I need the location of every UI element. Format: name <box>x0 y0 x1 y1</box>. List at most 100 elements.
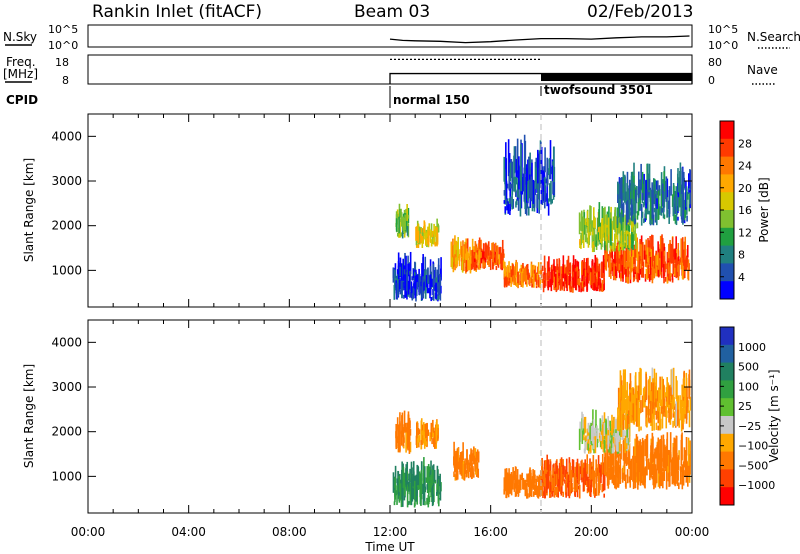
data-cell <box>523 167 526 200</box>
data-cell <box>427 241 430 246</box>
beam-title: Beam 03 <box>354 2 430 22</box>
data-cell <box>654 386 657 406</box>
data-cell <box>415 474 418 485</box>
data-cell <box>629 256 632 280</box>
data-cell <box>537 167 539 200</box>
data-cell <box>403 410 406 432</box>
data-cell <box>458 457 460 470</box>
data-cell <box>661 399 663 413</box>
data-cell <box>487 249 490 263</box>
data-cell <box>643 476 646 488</box>
data-cell <box>408 417 411 429</box>
data-cell <box>530 264 533 277</box>
data-cell <box>459 249 461 254</box>
data-cell <box>466 449 468 469</box>
data-cell <box>610 446 613 468</box>
data-cell <box>548 183 551 202</box>
data-cell <box>517 279 520 286</box>
data-cell <box>603 273 605 283</box>
data-cell <box>625 430 627 436</box>
data-cell <box>505 494 508 499</box>
data-cell <box>657 473 660 487</box>
data-cell <box>623 414 626 421</box>
data-cell <box>473 258 476 263</box>
data-cell <box>642 184 645 194</box>
data-cell <box>589 272 592 286</box>
data-cell <box>677 403 679 425</box>
data-cell <box>460 466 463 476</box>
date-title: 02/Feb/2013 <box>587 2 693 22</box>
data-cell <box>406 479 409 490</box>
data-cell <box>546 180 549 185</box>
data-cell <box>565 266 568 283</box>
data-cell <box>641 457 643 475</box>
data-cell <box>505 199 507 204</box>
data-cell <box>539 470 542 488</box>
data-cell <box>416 430 419 448</box>
data-cell <box>435 282 437 300</box>
data-cell <box>672 420 674 428</box>
data-cell <box>610 432 612 438</box>
data-cell <box>598 271 600 286</box>
data-cell <box>392 268 395 283</box>
data-cell <box>401 461 403 482</box>
data-cell <box>477 243 480 255</box>
data-cell <box>451 245 454 260</box>
data-cell <box>686 215 688 222</box>
data-cell <box>552 146 555 183</box>
data-cell <box>426 430 428 448</box>
data-cell <box>429 432 431 442</box>
data-cell <box>680 187 683 210</box>
data-cell <box>545 473 547 478</box>
data-cell <box>592 468 594 488</box>
cpid-mode-twofsound: twofsound 3501 <box>544 83 653 97</box>
data-cell <box>584 218 587 225</box>
data-cell <box>516 138 519 171</box>
data-cell <box>562 270 564 278</box>
data-cell <box>424 501 426 506</box>
data-cell <box>622 256 624 262</box>
data-cell <box>634 244 636 256</box>
data-cell <box>465 260 468 273</box>
data-cell <box>585 473 588 481</box>
data-cell <box>498 254 501 265</box>
data-cell <box>426 484 428 490</box>
data-cell <box>539 487 541 497</box>
data-cell <box>423 466 426 488</box>
data-cell <box>425 424 428 432</box>
data-cell <box>686 257 689 263</box>
data-cell <box>660 471 662 484</box>
data-cell <box>613 451 615 472</box>
data-cell <box>620 272 622 282</box>
data-cell <box>634 218 637 224</box>
data-cell <box>431 487 433 496</box>
power-axes: 1000 2000 3000 4000 <box>51 114 693 307</box>
data-cell <box>638 441 641 468</box>
data-cell <box>551 198 553 204</box>
data-cell <box>649 197 652 220</box>
data-cell <box>489 259 492 271</box>
data-cell <box>428 230 430 242</box>
data-cell <box>515 158 518 174</box>
data-cell <box>610 270 612 275</box>
data-cell <box>615 436 618 445</box>
data-cell <box>631 215 634 222</box>
data-cell <box>424 284 427 299</box>
data-cell <box>549 481 552 493</box>
data-cell <box>655 447 657 459</box>
data-cell <box>423 438 426 449</box>
colorbar-swatch <box>720 192 734 211</box>
data-cell <box>670 273 672 277</box>
data-cell <box>676 457 679 485</box>
data-cell <box>589 465 592 479</box>
data-cell <box>614 475 616 489</box>
data-cell <box>507 272 510 285</box>
data-cell <box>431 438 433 445</box>
data-cell <box>655 266 658 277</box>
data-cell <box>622 177 625 194</box>
data-cell <box>503 271 506 280</box>
data-cell <box>641 211 644 218</box>
data-cell <box>637 465 640 475</box>
data-cell <box>476 250 479 255</box>
